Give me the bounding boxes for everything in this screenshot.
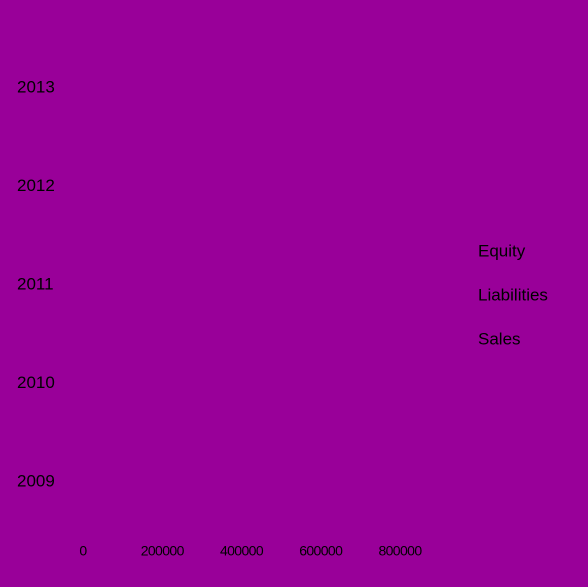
x-tick-label-400000: 400000 <box>220 543 264 559</box>
y-tick-label-2011: 2011 <box>17 274 54 293</box>
y-tick-label-2010: 2010 <box>17 373 55 392</box>
x-tick-label-200000: 200000 <box>141 543 185 559</box>
y-tick-label-2013: 2013 <box>17 77 55 96</box>
x-tick-label-600000: 600000 <box>299 543 343 559</box>
legend: Equity Liabilities Sales <box>478 241 548 348</box>
y-tick-label-2009: 2009 <box>17 471 55 490</box>
legend-item-liabilities: Liabilities <box>478 285 548 304</box>
x-axis: 0 200000 400000 600000 800000 <box>79 543 423 559</box>
legend-item-equity: Equity <box>478 241 526 260</box>
x-tick-label-0: 0 <box>79 543 87 559</box>
legend-item-sales: Sales <box>478 329 521 348</box>
x-tick-label-800000: 800000 <box>378 543 422 559</box>
y-axis: 2009 2010 2011 2012 2013 <box>17 77 55 490</box>
y-tick-label-2012: 2012 <box>17 176 55 195</box>
